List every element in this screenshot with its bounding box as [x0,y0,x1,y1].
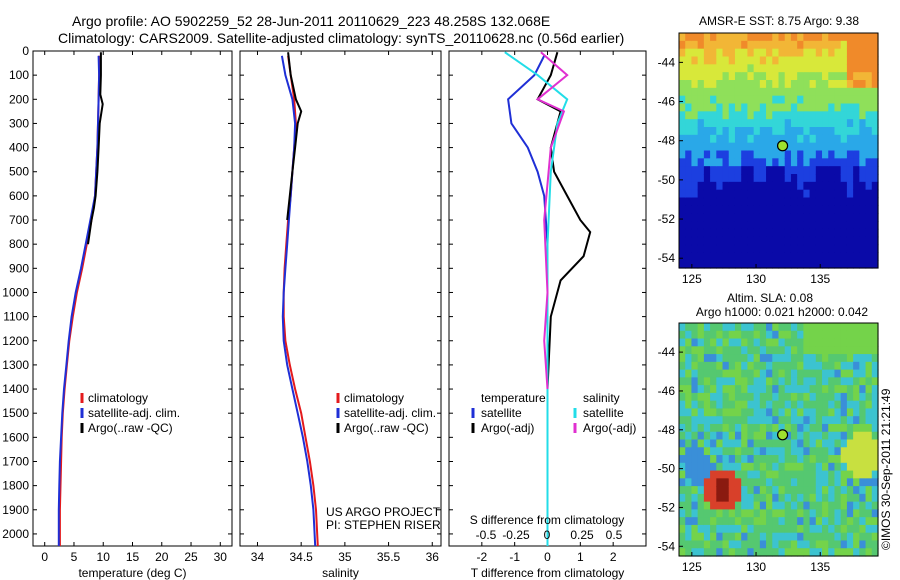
sla-map-title-line-2: Argo h1000: 0.021 h2000: 0.042 [696,305,868,319]
difference-x-tick-label: 2 [610,550,617,564]
sla_map-x-tick-label: 135 [810,560,830,574]
pi-annotation: PI: STEPHEN RISER [326,518,441,532]
sst_map-y-tick-label: -50 [658,173,676,187]
diff-legend-t-label: satellite [481,406,522,420]
salinity-x-tick-label: 34.5 [289,550,313,564]
difference-x-tick-label: 1 [577,550,584,564]
sst_map-float-marker [776,140,789,152]
temperature-x-tick-label: 30 [214,550,228,564]
difference-x-tick-label: -1 [509,550,520,564]
sla_map-x-tick-label: 125 [682,560,702,574]
depth-tick-label: 1900 [2,503,29,517]
diff-s-tick-label: -0.25 [502,528,530,542]
temperature-series-argorawqc [87,52,104,245]
figure-title-line-2: Climatology: CARS2009. Satellite-adjuste… [58,30,625,46]
depth-tick-label: 500 [9,165,29,179]
temperature-x-tick-label: 15 [126,550,140,564]
depth-tick-label: 0 [22,44,29,58]
depth-tick-label: 1600 [2,430,29,444]
diff-legend-t-label: Argo(-adj) [481,421,534,435]
depth-tick-label: 600 [9,189,29,203]
salinity-legend-label: climatology [344,391,404,405]
diff-s-tick-label: 0.25 [570,528,594,542]
diff-s-axis-label: S difference from climatology [470,513,625,527]
sst_map-frame [678,32,879,269]
depth-tick-label: 700 [9,213,29,227]
sla-map-title-line-1: Altim. SLA: 0.08 [727,291,813,305]
sla_map-frame [678,322,879,557]
depth-tick-label: 800 [9,237,29,251]
salinity-legend-label: Argo(..raw -QC) [344,421,429,435]
sla_map-grid-cells [679,323,879,557]
salinity-x-axis-label: salinity [322,566,359,580]
salinity-x-tick-label: 35 [338,550,352,564]
diff-legend-salinity-title: salinity [583,391,620,405]
temperature-x-tick-label: 10 [97,550,111,564]
sla_map-x-tick-label: 130 [746,560,766,574]
salinity-series-satelliteadjclim [280,55,317,547]
difference-x-axis-label: T difference from climatology [471,566,625,580]
sst_map-y-tick-label: -52 [658,212,676,226]
sla_map-float-marker [776,429,789,441]
diff-legend-temperature-title: temperature [481,391,546,405]
temperature-x-tick-label: 20 [155,550,169,564]
temperature-legend-label: satellite-adj. clim. [88,406,180,420]
depth-tick-label: 1700 [2,454,29,468]
diff-s-tick-label: 0 [544,528,551,542]
difference-x-tick-label: 0 [544,550,551,564]
sst-map-title: AMSR-E SST: 8.75 Argo: 9.38 [699,14,859,28]
diff-s-tick-label: 0.5 [606,528,623,542]
depth-tick-label: 900 [9,261,29,275]
difference-series-argoadj [535,51,569,390]
salinity-x-tick-label: 35.5 [377,550,401,564]
salinity-x-tick-label: 34 [251,550,265,564]
sla_map-y-tick-label: -44 [658,345,676,359]
sla_map-y-tick-label: -46 [658,384,676,398]
sst_map-y-tick-label: -44 [658,55,676,69]
temperature-legend-label: climatology [88,391,148,405]
salinity-series-argorawqc [286,52,303,221]
temperature-series-satelliteadjclim [57,55,101,546]
temperature-x-tick-label: 5 [71,550,78,564]
salinity-plot-frame [239,50,442,547]
temperature-legend-label: Argo(..raw -QC) [88,421,173,435]
depth-tick-label: 200 [9,92,29,106]
sst_map-x-tick-label: 130 [746,272,766,286]
salinity-legend-label: satellite-adj. clim. [344,406,436,420]
depth-tick-label: 1800 [2,479,29,493]
sst_map-y-tick-label: -48 [658,134,676,148]
diff-s-tick-label: -0.5 [476,528,497,542]
diff-legend-s-label: satellite [583,406,624,420]
depth-tick-label: 1000 [2,285,29,299]
figure-title-line-1: Argo profile: AO 5902259_52 28-Jun-2011 … [72,13,551,29]
sst_map-grid-cells [679,33,879,269]
sla_map-y-tick-label: -52 [658,500,676,514]
sla_map-y-tick-label: -48 [658,423,676,437]
depth-tick-label: 1200 [2,334,29,348]
depth-tick-label: 1400 [2,382,29,396]
sst_map-y-tick-label: -46 [658,95,676,109]
temperature-x-tick-label: 0 [41,550,48,564]
depth-tick-label: 2000 [2,527,29,541]
depth-tick-label: 400 [9,141,29,155]
salinity-x-tick-label: 36 [426,550,440,564]
sla_map-y-tick-label: -54 [658,539,676,553]
depth-tick-label: 1100 [3,310,29,324]
sst_map-x-tick-label: 125 [682,272,702,286]
diff-legend-s-label: Argo(-adj) [583,421,636,435]
temperature-x-tick-label: 25 [184,550,198,564]
temperature-plot-frame [32,50,233,547]
project-annotation: US ARGO PROJECT [326,505,441,519]
difference-x-tick-label: -2 [476,550,487,564]
depth-tick-label: 100 [9,68,29,82]
depth-tick-label: 300 [9,116,29,130]
sla_map-y-tick-label: -50 [658,462,676,476]
depth-tick-label: 1300 [2,358,29,372]
sst_map-x-tick-label: 135 [810,272,830,286]
depth-tick-label: 1500 [2,406,29,420]
sst_map-y-tick-label: -54 [658,251,676,265]
temperature-x-axis-label: temperature (deg C) [78,566,186,580]
